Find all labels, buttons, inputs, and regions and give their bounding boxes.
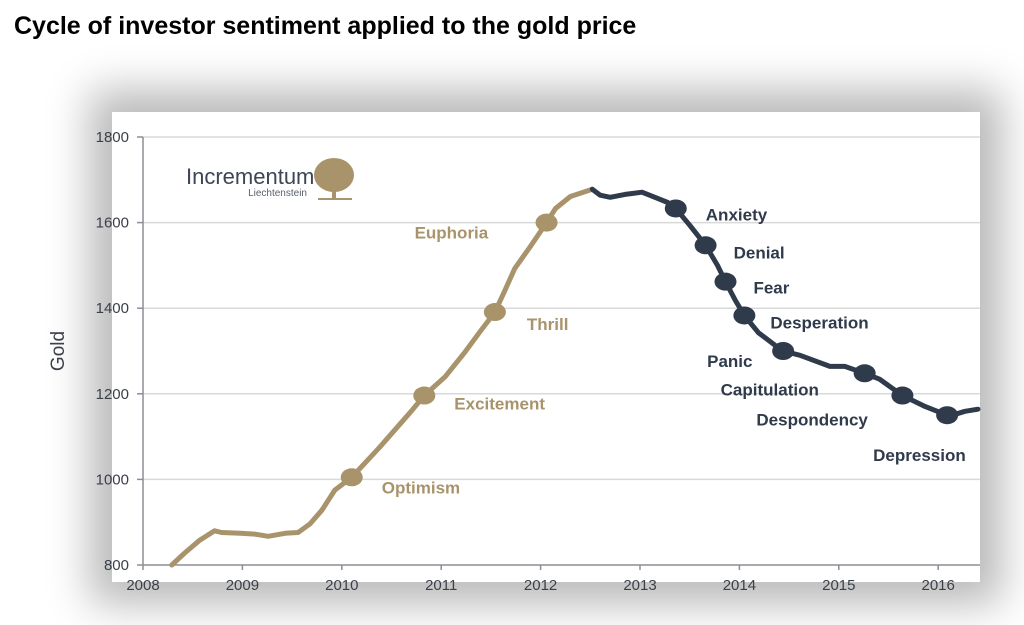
- tick-labels: 800 1000 1200 1400 1600 1800 2008 2009 2010 2011 2…: [96, 129, 955, 594]
- label-depression: Depression: [873, 446, 966, 465]
- x-tick-label: 2016: [922, 577, 955, 594]
- chart-title: Cycle of investor sentiment applied to t…: [14, 12, 637, 40]
- marker-denial: [694, 236, 717, 255]
- axes: [137, 136, 980, 570]
- x-tick-label: 2009: [226, 577, 259, 594]
- y-axis-label: Gold: [48, 331, 69, 371]
- marker-desperation: [733, 306, 756, 325]
- marker-anxiety: [664, 199, 687, 218]
- y-tick-label: 1600: [96, 215, 129, 232]
- marker-euphoria: [535, 213, 558, 232]
- label-fear: Fear: [753, 279, 789, 298]
- marker-despondency: [891, 386, 914, 405]
- marker-thrill: [483, 303, 506, 322]
- series-line-recovery-dark: [952, 406, 981, 417]
- label-thrill: Thrill: [527, 315, 569, 334]
- logo-subtitle: Liechtenstein: [248, 188, 307, 199]
- marker-panic: [772, 342, 795, 360]
- label-anxiety: Anxiety: [706, 205, 768, 224]
- tree-icon: [314, 158, 354, 200]
- x-tick-label: 2013: [623, 577, 656, 594]
- incrementum-logo: Incrementum Liechtenstein: [186, 158, 354, 200]
- chart-panel: [112, 112, 980, 582]
- y-tick-label: 1800: [96, 129, 129, 146]
- label-capitulation: Capitulation: [721, 380, 819, 399]
- marker-optimism: [340, 468, 363, 487]
- label-denial: Denial: [734, 243, 785, 262]
- x-tick-label: 2010: [325, 577, 358, 594]
- y-tick-label: 1200: [96, 386, 129, 403]
- label-desperation: Desperation: [770, 313, 868, 332]
- marker-excitement: [413, 386, 436, 405]
- x-tick-label: 2012: [524, 577, 557, 594]
- sentiment-labels: Optimism Excitement Thrill Euphoria Anxiety D…: [382, 205, 966, 497]
- y-tick-label: 1000: [96, 471, 129, 488]
- label-panic: Panic: [707, 352, 752, 371]
- series-line-rising: [169, 186, 595, 568]
- logo-name: Incrementum: [186, 164, 314, 189]
- label-euphoria: Euphoria: [415, 224, 489, 243]
- x-tick-label: 2015: [822, 577, 855, 594]
- marker-depression: [936, 406, 959, 425]
- y-tick-label: 800: [104, 557, 129, 574]
- label-excitement: Excitement: [454, 395, 545, 414]
- marker-fear: [714, 272, 737, 291]
- y-tick-label: 1400: [96, 300, 129, 317]
- label-despondency: Despondency: [756, 411, 868, 430]
- gridlines: [143, 136, 980, 481]
- label-optimism: Optimism: [382, 478, 460, 497]
- marker-capitulation: [853, 364, 876, 383]
- x-tick-label: 2014: [723, 577, 756, 594]
- x-tick-label: 2008: [126, 577, 159, 594]
- sentiment-markers: [340, 199, 959, 487]
- x-tick-label: 2011: [425, 577, 457, 594]
